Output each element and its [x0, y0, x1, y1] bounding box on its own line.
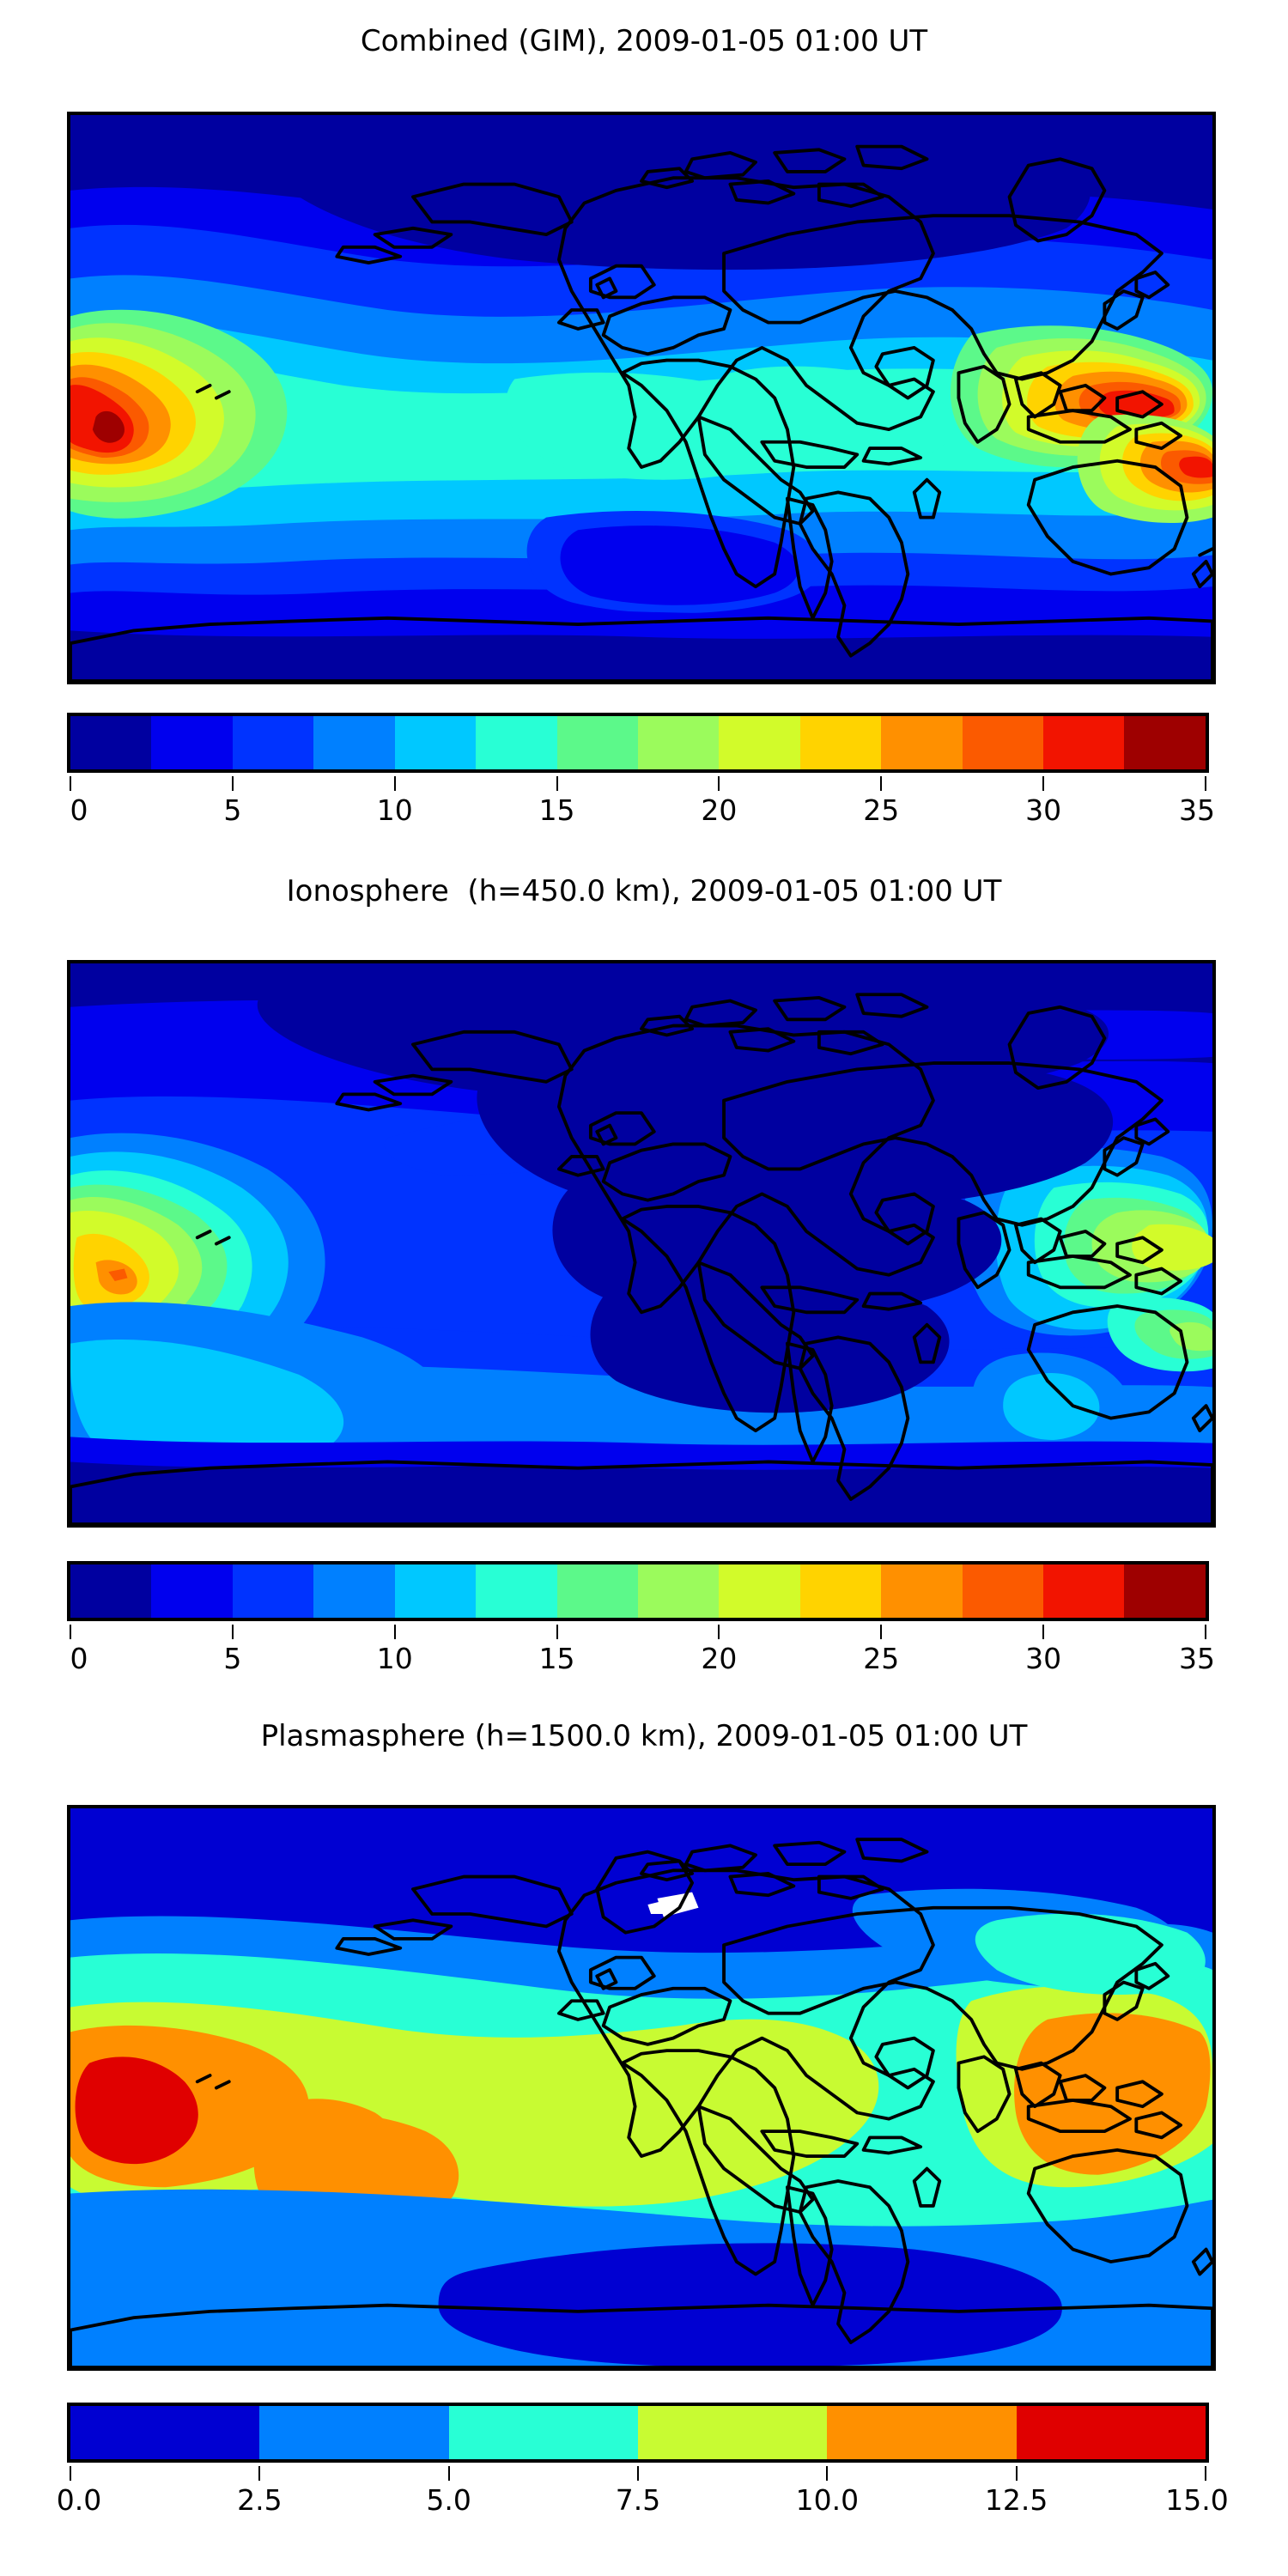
colorbar-band-0 [70, 2406, 260, 2459]
colorbar-band-7 [637, 1564, 720, 1618]
contour-field-combined [70, 115, 1212, 681]
colorbar-band-8 [719, 1564, 800, 1618]
colorbar-tick-label: 0.0 [56, 2483, 102, 2517]
colorbar-combined-ticks: 0 5 10 15 20 25 30 35 [67, 776, 1215, 828]
colorbar-tick-label: 20 [701, 1642, 738, 1675]
colorbar-band-5 [1016, 2406, 1206, 2459]
colorbar-combined: 0 5 10 15 20 25 30 35 [67, 713, 1215, 833]
colorbar-tick-mark [70, 1625, 71, 1639]
colorbar-tick-mark [393, 776, 396, 791]
colorbar-tick-mark [880, 776, 883, 791]
colorbar-tick-mark [826, 2466, 829, 2481]
colorbar-band-1 [259, 2406, 449, 2459]
colorbar-band-10 [881, 716, 963, 769]
colorbar-band-2 [232, 1564, 314, 1618]
colorbar-tick-label: 15 [538, 793, 575, 827]
colorbar-tick-label: 2.5 [237, 2483, 283, 2517]
colorbar-band-5 [476, 1564, 557, 1618]
colorbar-tick-label: 12.5 [984, 2483, 1048, 2517]
colorbar-band-1 [151, 1564, 233, 1618]
colorbar-tick-mark [70, 776, 71, 791]
colorbar-tick-label: 15 [538, 1642, 575, 1675]
colorbar-band-11 [962, 1564, 1044, 1618]
colorbar-tick-mark [447, 2466, 450, 2481]
colorbar-tick-label: 5 [223, 1642, 242, 1675]
colorbar-tick-label: 5 [223, 793, 242, 827]
colorbar-band-9 [799, 1564, 882, 1618]
colorbar-tick-label: 30 [1025, 793, 1062, 827]
colorbar-band-4 [394, 716, 477, 769]
colorbar-band-13 [1124, 716, 1206, 769]
colorbar-tick-mark [1015, 2466, 1018, 2481]
colorbar-band-6 [556, 716, 638, 769]
colorbar-ionosphere-swatches [67, 1561, 1209, 1621]
colorbar-tick-label: 25 [863, 793, 900, 827]
colorbar-tick-mark [1042, 1625, 1045, 1639]
colorbar-band-1 [151, 716, 233, 769]
colorbar-band-2 [448, 2406, 638, 2459]
colorbar-tick-mark [880, 1625, 883, 1639]
colorbar-plasmasphere: 0.0 2.5 5.0 7.5 10.0 12.5 15.0 [57, 2403, 1229, 2531]
colorbar-band-9 [799, 716, 882, 769]
colorbar-tick-mark [1042, 776, 1045, 791]
colorbar-tick-label: 10.0 [795, 2483, 860, 2517]
global-tec-map-plasmasphere [67, 1805, 1216, 2371]
colorbar-band-4 [394, 1564, 477, 1618]
colorbar-tick-label: 0 [70, 1642, 88, 1675]
colorbar-plasmasphere-swatches [67, 2403, 1209, 2463]
colorbar-band-3 [313, 716, 395, 769]
colorbar-tick-mark [718, 1625, 720, 1639]
colorbar-plasmasphere-ticks: 0.0 2.5 5.0 7.5 10.0 12.5 15.0 [57, 2466, 1229, 2518]
colorbar-band-6 [556, 1564, 638, 1618]
colorbar-band-12 [1043, 1564, 1125, 1618]
colorbar-tick-label: 5.0 [426, 2483, 471, 2517]
colorbar-band-10 [881, 1564, 963, 1618]
colorbar-tick-mark [231, 1625, 234, 1639]
panel-title-ionosphere: Ionosphere (h=450.0 km), 2009-01-05 01:0… [286, 874, 1002, 908]
colorbar-band-5 [476, 716, 557, 769]
colorbar-tick-label: 30 [1025, 1642, 1062, 1675]
colorbar-tick-mark [556, 1625, 558, 1639]
colorbar-tick-mark [718, 776, 720, 791]
colorbar-tick-label: 0 [70, 793, 88, 827]
colorbar-tick-mark [1205, 2466, 1206, 2481]
panel-title-plasmasphere: Plasmasphere (h=1500.0 km), 2009-01-05 0… [260, 1719, 1028, 1753]
colorbar-tick-mark [258, 2466, 261, 2481]
colorbar-tick-mark [1205, 776, 1206, 791]
colorbar-tick-mark [637, 2466, 639, 2481]
colorbar-tick-label: 25 [863, 1642, 900, 1675]
colorbar-tick-label: 10 [376, 793, 413, 827]
panel-title-combined: Combined (GIM), 2009-01-05 01:00 UT [360, 24, 928, 58]
colorbar-band-7 [637, 716, 720, 769]
contour-field-plasmasphere [70, 1808, 1212, 2367]
colorbar-band-4 [827, 2406, 1017, 2459]
colorbar-tick-mark [231, 776, 234, 791]
colorbar-band-0 [70, 1564, 152, 1618]
colorbar-band-11 [962, 716, 1044, 769]
contour-field-ionosphere [70, 963, 1212, 1524]
colorbar-combined-swatches [67, 713, 1209, 773]
colorbar-tick-label: 20 [701, 793, 738, 827]
colorbar-band-3 [313, 1564, 395, 1618]
colorbar-tick-label: 10 [376, 1642, 413, 1675]
colorbar-band-0 [70, 716, 152, 769]
colorbar-ionosphere-ticks: 0 5 10 15 20 25 30 35 [67, 1625, 1215, 1676]
colorbar-tick-mark [393, 1625, 396, 1639]
colorbar-tick-label: 15.0 [1165, 2483, 1229, 2517]
colorbar-tick-mark [70, 2466, 71, 2481]
global-tec-map-combined [67, 112, 1216, 684]
colorbar-band-2 [232, 716, 314, 769]
colorbar-band-8 [719, 716, 800, 769]
colorbar-tick-label: 7.5 [615, 2483, 661, 2517]
colorbar-tick-label: 35 [1179, 793, 1215, 827]
colorbar-tick-label: 35 [1179, 1642, 1215, 1675]
global-tec-map-ionosphere [67, 960, 1216, 1528]
colorbar-tick-mark [1205, 1625, 1206, 1639]
colorbar-band-13 [1124, 1564, 1206, 1618]
colorbar-band-12 [1043, 716, 1125, 769]
colorbar-ionosphere: 0 5 10 15 20 25 30 35 [67, 1561, 1215, 1681]
colorbar-tick-mark [556, 776, 558, 791]
colorbar-band-3 [637, 2406, 828, 2459]
